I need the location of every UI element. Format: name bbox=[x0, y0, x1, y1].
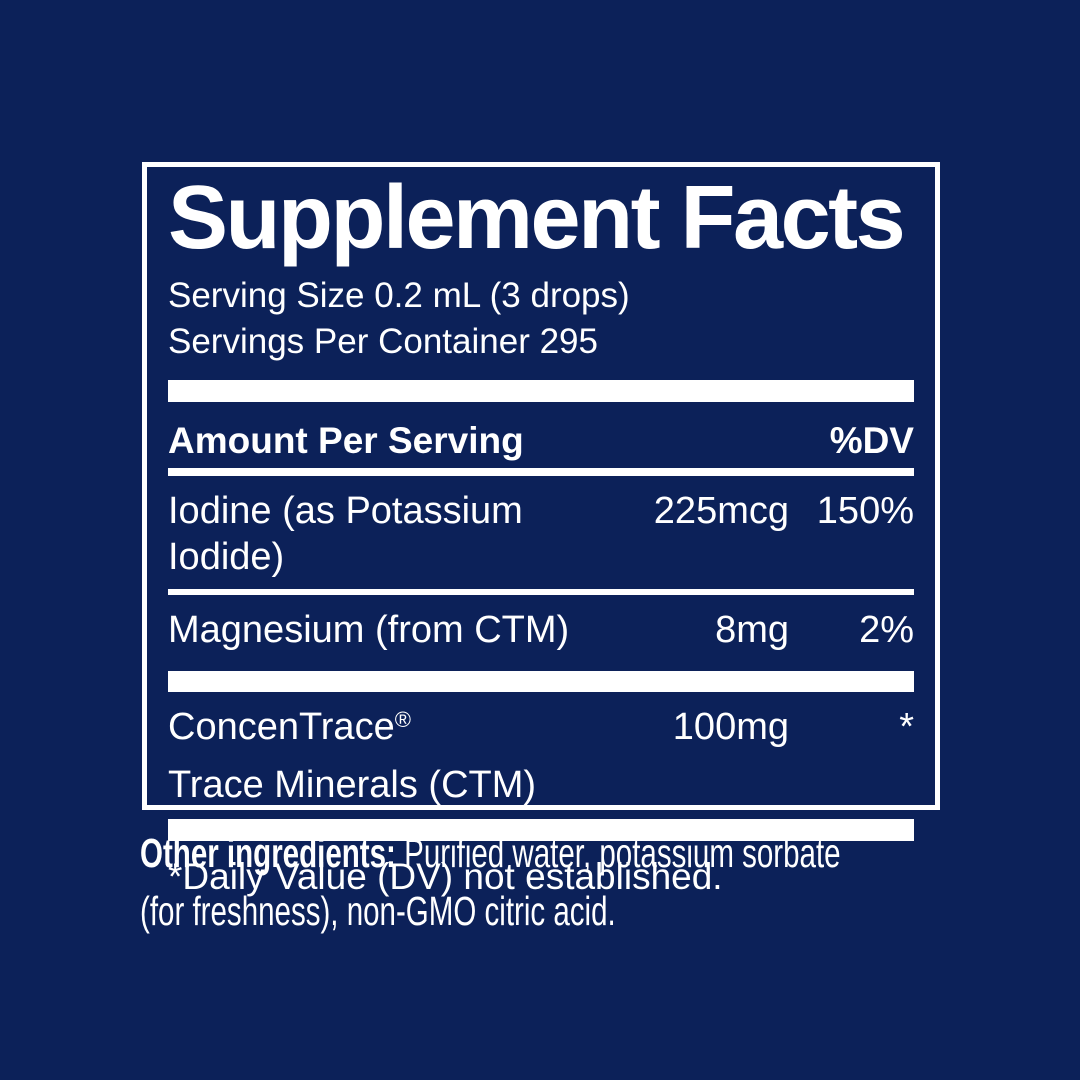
other-ingredients-line2: (for freshness), non-GMO citric acid. bbox=[140, 888, 616, 935]
dv-footnote: *Daily Value (DV) not established. bbox=[168, 856, 723, 898]
registered-trademark-symbol: ® bbox=[394, 706, 411, 732]
dv-header: %DV bbox=[829, 420, 914, 461]
nutrient-dv: * bbox=[899, 705, 914, 748]
nutrient-amount: 100mg bbox=[672, 705, 789, 748]
supplement-facts-panel: Supplement Facts Serving Size 0.2 mL (3 … bbox=[142, 162, 940, 897]
nutrient-dv: 150% bbox=[816, 490, 914, 533]
table-row: ConcenTrace® 100mg * bbox=[168, 692, 914, 762]
nutrient-amount: 225mcg bbox=[653, 490, 789, 533]
separator-rule bbox=[168, 589, 914, 596]
serving-size: Serving Size 0.2 mL (3 drops) bbox=[168, 276, 630, 315]
other-ingredients-label: Other ingredients: bbox=[140, 830, 396, 876]
amount-per-serving-header: Amount Per Serving bbox=[168, 420, 524, 461]
table-header-row: Amount Per Serving %DV bbox=[168, 417, 914, 465]
panel-title: Supplement Facts bbox=[168, 168, 906, 268]
nutrient-name-line2: Trace Minerals (CTM) bbox=[168, 764, 537, 807]
nutrient-name: Magnesium (from CTM) bbox=[168, 609, 570, 652]
table-row: Magnesium (from CTM) 8mg 2% bbox=[168, 595, 914, 665]
separator-rule bbox=[168, 468, 914, 477]
serving-info: Serving Size 0.2 mL (3 drops) Servings P… bbox=[168, 273, 914, 364]
nutrient-name: Iodine (as Potassium Iodide) bbox=[168, 490, 523, 578]
brand-name: ConcenTrace bbox=[168, 705, 395, 748]
nutrient-name: ConcenTrace® bbox=[168, 705, 614, 751]
separator-bar-thick bbox=[168, 670, 914, 692]
nutrient-amount: 8mg bbox=[715, 609, 789, 652]
separator-bar-thick bbox=[168, 819, 914, 842]
servings-per-container: Servings Per Container 295 bbox=[168, 321, 598, 361]
nutrient-dv: 2% bbox=[859, 609, 914, 652]
other-ingredients-paragraph: Other ingredients: Purified water, potass… bbox=[140, 824, 841, 940]
other-ingredients-line1: Purified water, potassium sorbate bbox=[404, 830, 841, 876]
table-row: Iodine (as Potassium Iodide) 225mcg 150% bbox=[168, 476, 914, 589]
separator-bar-thick bbox=[168, 380, 914, 402]
